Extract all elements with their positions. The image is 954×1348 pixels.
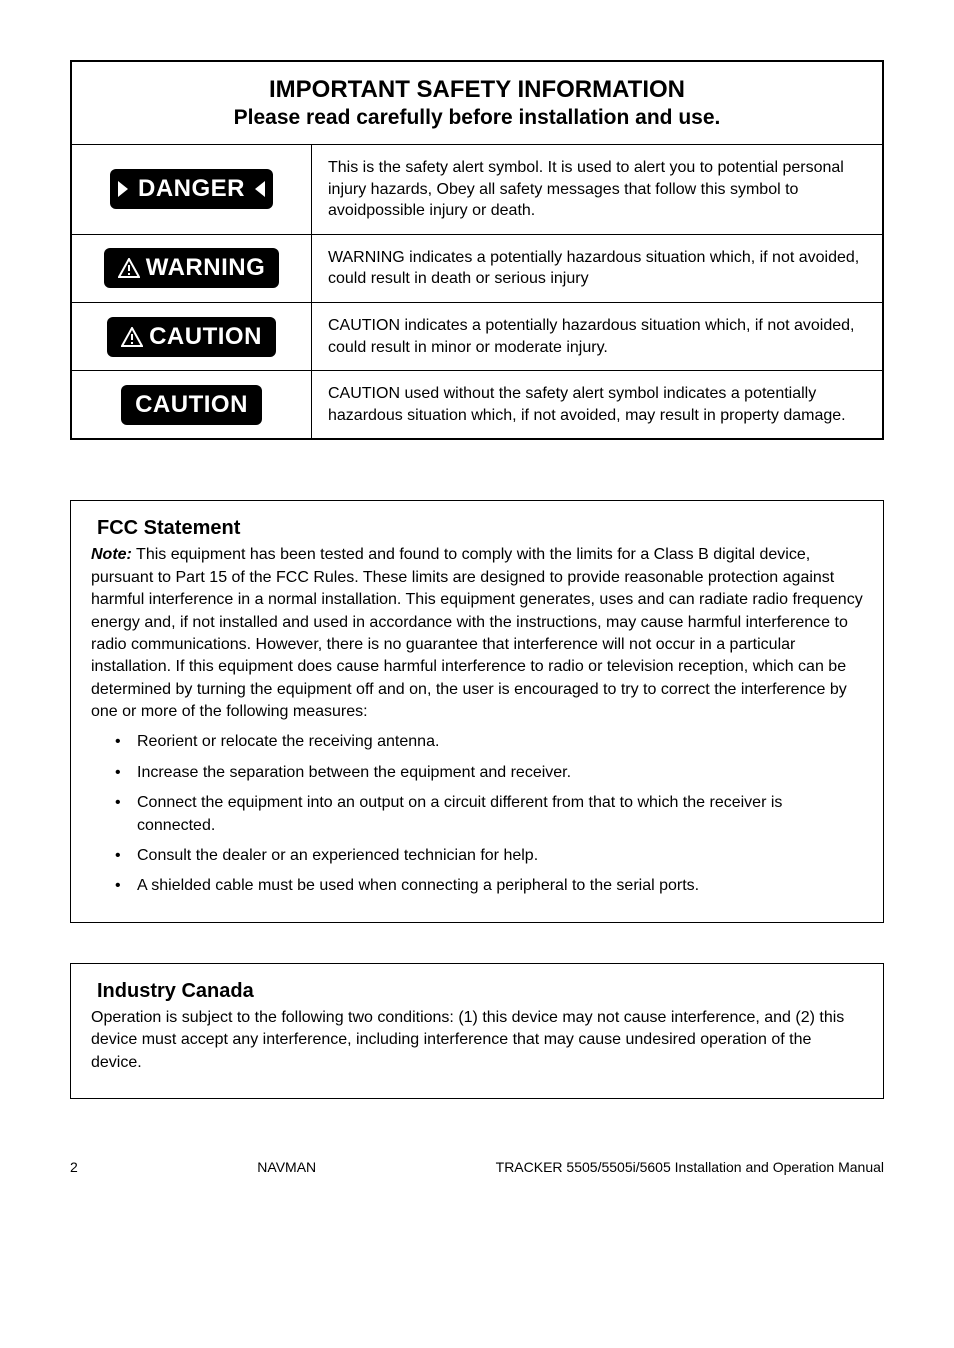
list-item: Increase the separation between the equi… xyxy=(115,762,863,784)
warning-triangle-icon xyxy=(118,258,140,278)
safety-row-caution-plain: CAUTION CAUTION used without the safety … xyxy=(72,371,882,438)
industry-canada-box: Industry Canada Operation is subject to … xyxy=(70,963,884,1099)
canada-heading: Industry Canada xyxy=(97,980,863,1003)
safety-subtitle: Please read carefully before installatio… xyxy=(82,106,872,130)
canada-body: Operation is subject to the following tw… xyxy=(91,1007,863,1074)
badge-cell: WARNING xyxy=(72,235,312,302)
page-number: 2 xyxy=(70,1159,78,1175)
danger-badge: DANGER xyxy=(110,169,273,209)
safety-row-danger: DANGER This is the safety alert symbol. … xyxy=(72,145,882,235)
safety-text: CAUTION indicates a potentially hazardou… xyxy=(312,303,882,370)
safety-title: IMPORTANT SAFETY INFORMATION xyxy=(82,76,872,104)
badge-label: CAUTION xyxy=(149,323,262,351)
fcc-statement-box: FCC Statement Note: This equipment has b… xyxy=(70,500,884,922)
safety-header: IMPORTANT SAFETY INFORMATION Please read… xyxy=(72,62,882,145)
footer-manual-title: TRACKER 5505/5505i/5605 Installation and… xyxy=(496,1159,884,1175)
badge-label: DANGER xyxy=(138,175,245,203)
badge-label: WARNING xyxy=(146,254,266,282)
safety-row-warning: WARNING WARNING indicates a potentially … xyxy=(72,235,882,303)
list-item: Reorient or relocate the receiving anten… xyxy=(115,731,863,753)
caution-triangle-icon xyxy=(121,327,143,347)
list-item: A shielded cable must be used when conne… xyxy=(115,875,863,897)
safety-text: This is the safety alert symbol. It is u… xyxy=(312,145,882,234)
caution-plain-badge: CAUTION xyxy=(121,385,262,425)
page-footer: 2 NAVMAN TRACKER 5505/5505i/5605 Install… xyxy=(70,1159,884,1175)
safety-text: WARNING indicates a potentially hazardou… xyxy=(312,235,882,302)
fcc-bullet-list: Reorient or relocate the receiving anten… xyxy=(91,731,863,897)
list-item: Consult the dealer or an experienced tec… xyxy=(115,845,863,867)
fcc-body: Note: This equipment has been tested and… xyxy=(91,544,863,723)
note-label: Note: xyxy=(91,546,132,563)
caution-badge: CAUTION xyxy=(107,317,276,357)
badge-cell: CAUTION xyxy=(72,303,312,370)
safety-table: IMPORTANT SAFETY INFORMATION Please read… xyxy=(70,60,884,440)
badge-cell: DANGER xyxy=(72,145,312,234)
safety-row-caution-tri: CAUTION CAUTION indicates a potentially … xyxy=(72,303,882,371)
badge-label: CAUTION xyxy=(135,391,248,419)
fcc-heading: FCC Statement xyxy=(97,517,863,540)
footer-brand: NAVMAN xyxy=(78,1159,496,1175)
warning-badge: WARNING xyxy=(104,248,280,288)
list-item: Connect the equipment into an output on … xyxy=(115,792,863,837)
safety-text: CAUTION used without the safety alert sy… xyxy=(312,371,882,438)
badge-cell: CAUTION xyxy=(72,371,312,438)
